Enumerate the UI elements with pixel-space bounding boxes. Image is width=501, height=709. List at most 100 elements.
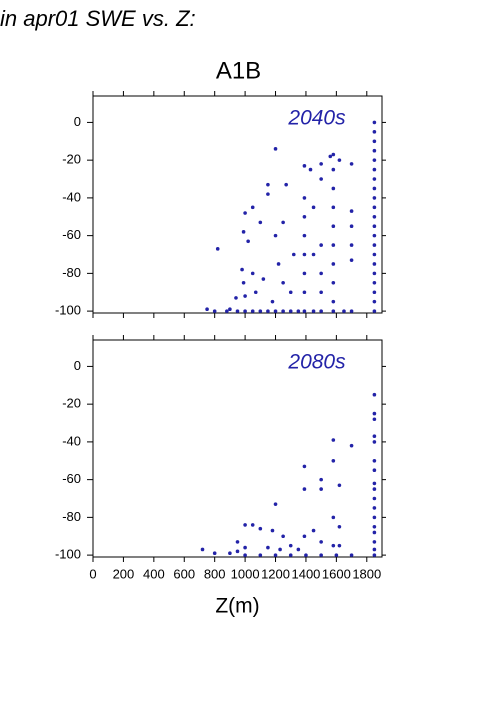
point — [266, 545, 270, 550]
point — [372, 496, 377, 501]
y-tick-label: -100 — [55, 547, 81, 562]
point — [372, 540, 377, 544]
point — [200, 547, 205, 552]
point — [372, 506, 377, 510]
y-tick-label: -80 — [62, 265, 81, 280]
point — [281, 220, 285, 225]
point — [302, 487, 307, 491]
point — [253, 290, 258, 295]
point — [372, 411, 377, 416]
point — [349, 258, 354, 262]
point — [319, 309, 323, 313]
point — [302, 252, 307, 257]
point — [372, 186, 377, 191]
point — [243, 523, 247, 527]
point — [331, 186, 336, 191]
point — [331, 309, 336, 313]
point — [228, 307, 232, 312]
x-tick-label: 600 — [173, 566, 195, 581]
y-tick-label: -40 — [62, 189, 81, 204]
point — [302, 290, 307, 295]
point — [342, 309, 346, 313]
point — [278, 547, 282, 552]
y-tick-label: -80 — [62, 509, 81, 524]
point — [273, 147, 278, 151]
annotation: 2080s — [287, 351, 346, 374]
point — [372, 177, 377, 181]
y-tick-label: -40 — [62, 433, 81, 448]
point — [372, 392, 377, 397]
point — [331, 243, 336, 247]
x-tick-label: 1400 — [291, 566, 320, 581]
point — [337, 543, 342, 548]
point — [243, 545, 247, 550]
point — [241, 281, 246, 285]
point — [276, 262, 281, 266]
y-tick-label: 0 — [74, 114, 81, 129]
plot-frame — [92, 339, 383, 558]
point — [311, 528, 316, 533]
x-tick-label: 1600 — [322, 566, 351, 581]
point — [337, 483, 342, 488]
x-tick-label: 1200 — [261, 566, 290, 581]
point — [349, 224, 354, 228]
point — [372, 262, 377, 266]
plot-frame — [92, 95, 383, 314]
point — [235, 540, 240, 544]
y-tick-label: -20 — [62, 396, 81, 411]
point — [311, 309, 316, 313]
point — [331, 438, 336, 442]
point — [372, 214, 377, 219]
point — [205, 307, 209, 312]
point — [337, 525, 342, 529]
point — [258, 220, 263, 225]
point — [372, 458, 377, 463]
point — [372, 487, 377, 491]
point — [331, 299, 336, 304]
point — [302, 534, 307, 539]
point — [372, 243, 377, 247]
point — [302, 309, 307, 313]
x-tick-label: 400 — [143, 566, 165, 581]
point — [372, 224, 377, 228]
point — [319, 177, 323, 181]
point — [372, 309, 377, 313]
point — [331, 262, 336, 266]
point — [225, 309, 229, 313]
point — [319, 540, 323, 544]
point — [372, 525, 377, 529]
point — [372, 299, 377, 304]
point — [319, 553, 323, 557]
y-tick-label: -20 — [62, 152, 81, 167]
point — [319, 487, 323, 491]
point — [331, 152, 336, 157]
point — [334, 553, 339, 557]
point — [331, 281, 336, 285]
point — [372, 417, 377, 422]
point — [372, 205, 377, 210]
point — [319, 162, 323, 166]
point — [228, 551, 232, 556]
point — [372, 139, 377, 144]
point — [372, 481, 377, 486]
point — [319, 477, 323, 482]
point — [266, 192, 270, 196]
point — [372, 434, 377, 439]
point — [311, 252, 316, 257]
point — [372, 530, 377, 535]
point — [288, 543, 293, 548]
point — [331, 167, 336, 172]
point — [266, 309, 270, 313]
point — [331, 205, 336, 210]
point — [372, 547, 377, 552]
x-tick-label: 800 — [204, 566, 226, 581]
point — [372, 281, 377, 285]
page-title: in apr01 SWE vs. Z: — [0, 6, 196, 31]
point — [250, 523, 255, 527]
point — [331, 543, 336, 548]
point — [331, 224, 336, 228]
y-tick-label: -100 — [55, 303, 81, 318]
point — [349, 553, 354, 557]
